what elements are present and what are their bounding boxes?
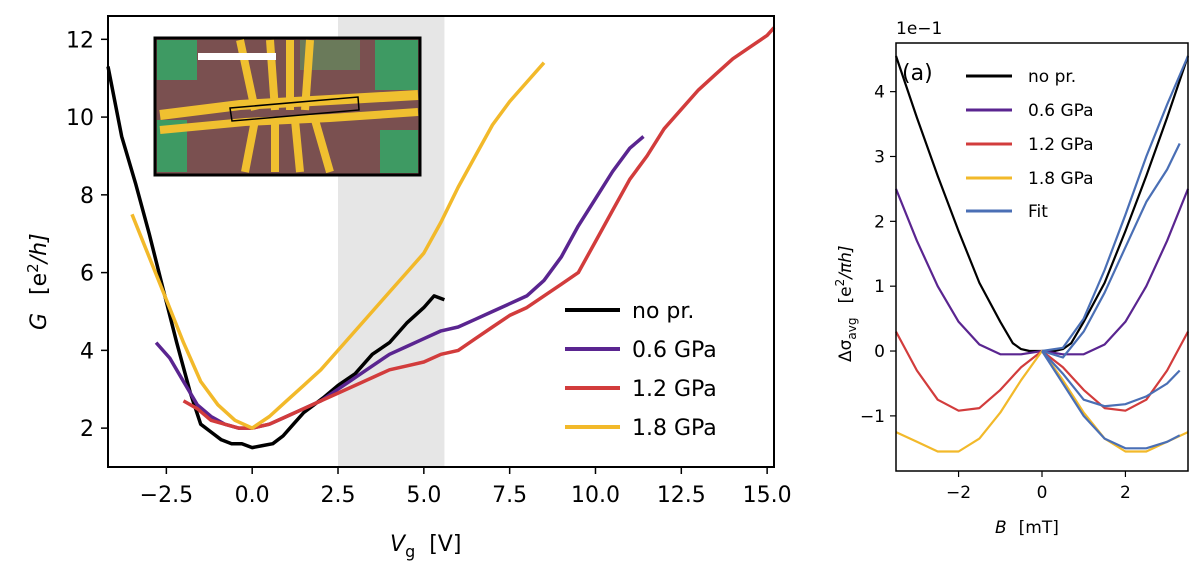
y-tick-label: 0 <box>874 342 885 362</box>
y-tick-label: 2 <box>80 417 94 442</box>
y-tick-label: 10 <box>66 106 94 131</box>
x-tick-label: −2 <box>946 483 971 503</box>
inset-electrode <box>236 39 314 111</box>
legend-label-1-8-gpa: 1.8 GPa <box>1028 169 1094 189</box>
legend-label-1-8-gpa: 1.8 GPa <box>632 416 717 441</box>
inset-electrode <box>241 118 334 174</box>
x-tick-label: 10.0 <box>571 483 620 508</box>
legend-label-no-pr: no pr. <box>632 299 694 324</box>
inset-scale-bar <box>198 53 276 60</box>
series-line-fit <box>1041 350 1181 450</box>
series-line-no-pr <box>106 66 446 450</box>
y-tick-label: 1 <box>874 277 885 297</box>
series-line-fit <box>1041 143 1181 359</box>
left-chart: −2.5 0.0 2.5 5.0 7.5 10.0 12.5 15.0 2 4 6 8 10 12 no… <box>24 15 792 561</box>
x-tick-label: 2.5 <box>321 483 356 508</box>
left-y-ticks: 2 4 6 8 10 12 <box>66 28 108 442</box>
inset-electrode <box>159 108 419 134</box>
left-y-axis-label: G[e2/h] <box>24 233 52 330</box>
left-plot-frame <box>107 15 775 468</box>
y-tick-label: 12 <box>66 28 94 53</box>
right-y-ticks: −1 0 1 2 3 4 <box>860 83 896 427</box>
y-tick-label: 8 <box>80 184 94 209</box>
series-line-1-8-gpa <box>130 61 546 430</box>
series-line-1-2-gpa <box>182 26 776 430</box>
inset-micrograph <box>153 36 422 177</box>
y-tick-label: 6 <box>80 262 94 287</box>
right-x-ticks: −2 0 2 <box>946 471 1131 503</box>
right-x-axis-label: B [mT] <box>995 518 1059 538</box>
y-tick-label: 3 <box>874 147 885 167</box>
series-line-fit <box>1041 55 1190 353</box>
x-tick-label: 5.0 <box>406 483 441 508</box>
right-chart: −2 0 2 −1 0 1 2 3 4 1e−1 (a) no pr. 0.6 GPa 1.2… <box>833 19 1190 538</box>
right-series-group <box>894 55 1190 453</box>
x-tick-label: −2.5 <box>140 483 193 508</box>
inset-contact <box>157 40 197 80</box>
left-x-axis-label: Vg [V] <box>390 532 461 561</box>
left-legend: no pr. 0.6 GPa 1.2 GPa 1.8 GPa <box>565 299 717 441</box>
legend-label-1-2-gpa: 1.2 GPa <box>632 377 717 402</box>
left-x-ticks: −2.5 0.0 2.5 5.0 7.5 10.0 12.5 15.0 <box>140 467 792 508</box>
y-tick-label: −1 <box>860 407 885 427</box>
series-line-fit <box>1041 350 1181 408</box>
x-tick-label: 12.5 <box>657 483 706 508</box>
x-tick-label: 15.0 <box>743 483 792 508</box>
legend-label-0-6-gpa: 0.6 GPa <box>632 338 717 363</box>
right-legend: no pr. 0.6 GPa 1.2 GPa 1.8 GPa Fit <box>966 67 1094 222</box>
inset-electrode <box>159 90 419 120</box>
panel-label: (a) <box>902 61 933 86</box>
legend-label-no-pr: no pr. <box>1028 67 1076 87</box>
y-tick-label: 2 <box>874 212 885 232</box>
x-tick-label: 0 <box>1037 483 1048 503</box>
x-tick-label: 2 <box>1120 483 1131 503</box>
legend-label-1-2-gpa: 1.2 GPa <box>1028 135 1094 155</box>
x-tick-label: 7.5 <box>492 483 527 508</box>
right-offset-text: 1e−1 <box>896 19 942 39</box>
inset-contact <box>380 130 418 173</box>
inset-channel-outline <box>229 96 360 122</box>
series-line-1-2-gpa <box>895 331 1189 412</box>
right-y-axis-label: Δσavg[e2/πh] <box>833 245 859 362</box>
inset-contact <box>375 40 418 90</box>
legend-label-0-6-gpa: 0.6 GPa <box>1028 101 1094 121</box>
y-tick-label: 4 <box>80 339 94 364</box>
legend-label-fit: Fit <box>1028 202 1048 222</box>
x-tick-label: 0.0 <box>235 483 270 508</box>
y-tick-label: 4 <box>874 83 885 103</box>
left-series-group <box>106 26 776 450</box>
